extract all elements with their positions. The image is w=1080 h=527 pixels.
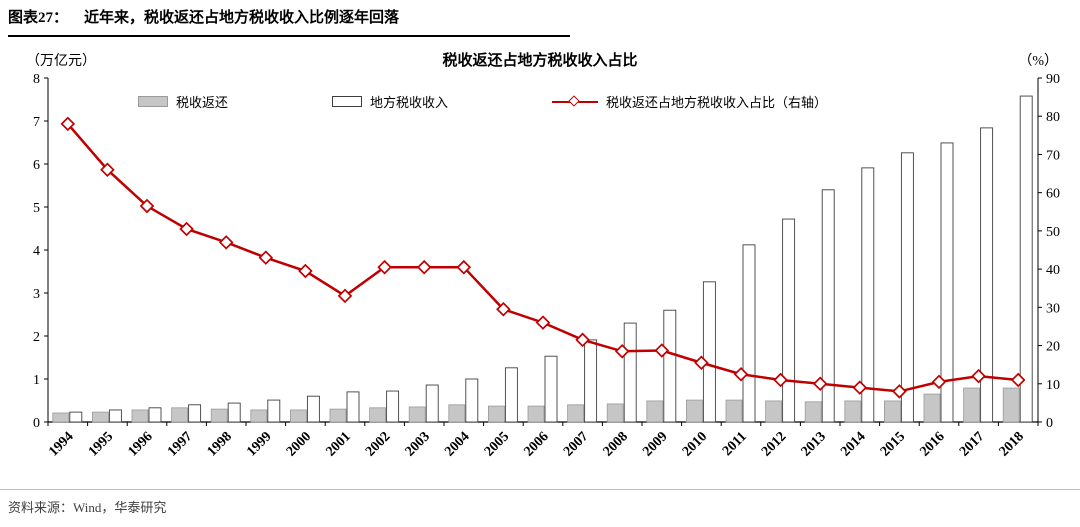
chart-legend: 税收返还 地方税收收入 税收返还占地方税收收入占比（右轴）	[138, 92, 827, 111]
svg-text:2006: 2006	[521, 429, 551, 459]
legend-label: 税收返还占地方税收收入占比（右轴）	[606, 95, 828, 110]
legend-item-local-tax-revenue: 地方税收收入	[332, 92, 448, 111]
svg-text:30: 30	[1046, 301, 1060, 316]
svg-text:2011: 2011	[720, 429, 750, 459]
svg-text:2014: 2014	[838, 429, 868, 459]
svg-text:0: 0	[33, 416, 40, 431]
svg-text:2018: 2018	[997, 429, 1027, 459]
svg-text:1995: 1995	[86, 429, 116, 459]
svg-text:1998: 1998	[205, 429, 235, 459]
svg-text:2008: 2008	[601, 429, 631, 459]
white-bar-swatch-icon	[332, 96, 363, 107]
source-text: 资料来源：Wind，华泰研究	[8, 500, 167, 515]
svg-text:60: 60	[1046, 187, 1060, 202]
legend-label: 地方税收收入	[370, 95, 449, 110]
svg-text:2017: 2017	[957, 429, 987, 459]
svg-text:1999: 1999	[244, 429, 274, 459]
svg-text:40: 40	[1046, 263, 1060, 278]
svg-text:2001: 2001	[323, 429, 353, 459]
svg-text:2007: 2007	[561, 429, 591, 459]
svg-text:5: 5	[33, 201, 40, 216]
svg-text:2009: 2009	[640, 429, 670, 459]
svg-text:2012: 2012	[759, 429, 789, 459]
svg-text:1996: 1996	[125, 429, 155, 459]
svg-text:2000: 2000	[284, 429, 314, 459]
svg-text:6: 6	[33, 158, 40, 173]
right-axis-unit-label: （%）	[1018, 54, 1058, 69]
legend-label: 税收返还	[176, 95, 229, 110]
red-line-swatch-icon	[552, 95, 599, 108]
svg-text:0: 0	[1046, 416, 1053, 431]
svg-text:1994: 1994	[46, 429, 76, 459]
svg-text:2003: 2003	[403, 429, 433, 459]
svg-text:70: 70	[1046, 148, 1060, 163]
svg-text:2015: 2015	[878, 429, 908, 459]
svg-text:2016: 2016	[917, 429, 947, 459]
source-note: 资料来源：Wind，华泰研究	[0, 489, 1080, 516]
svg-text:10: 10	[1046, 378, 1060, 393]
svg-text:2013: 2013	[799, 429, 829, 459]
legend-item-tax-rebate: 税收返还	[138, 92, 228, 111]
svg-text:4: 4	[33, 244, 40, 259]
figure-number: 图表27：	[8, 10, 69, 26]
svg-text:7: 7	[33, 115, 40, 130]
svg-text:8: 8	[33, 72, 40, 87]
legend-item-ratio-line: 税收返还占地方税收收入占比（右轴）	[552, 92, 827, 111]
svg-text:2002: 2002	[363, 429, 393, 459]
svg-text:50: 50	[1046, 225, 1060, 240]
left-axis-unit-label: （万亿元）	[26, 54, 96, 69]
svg-text:1: 1	[33, 373, 40, 388]
svg-text:2005: 2005	[482, 429, 512, 459]
chart-container: （万亿元） 税收返还占地方税收收入占比 （%） 0 1 2 3 4 5 6 7 8 0 10 20 30…	[0, 40, 1080, 488]
svg-text:2004: 2004	[442, 429, 472, 459]
svg-text:2: 2	[33, 330, 40, 345]
svg-text:20: 20	[1046, 340, 1060, 355]
grey-bar-swatch-icon	[138, 96, 168, 107]
svg-text:80: 80	[1046, 110, 1060, 125]
svg-text:3: 3	[33, 287, 40, 302]
chart-title: 税收返还占地方税收收入占比	[442, 53, 638, 69]
figure-caption: 图表27： 近年来，税收返还占地方税收收入比例逐年回落	[8, 6, 570, 37]
svg-text:2010: 2010	[680, 429, 710, 459]
svg-text:90: 90	[1046, 72, 1060, 87]
figure-title: 近年来，税收返还占地方税收收入比例逐年回落	[84, 10, 400, 26]
svg-text:1997: 1997	[165, 429, 195, 459]
